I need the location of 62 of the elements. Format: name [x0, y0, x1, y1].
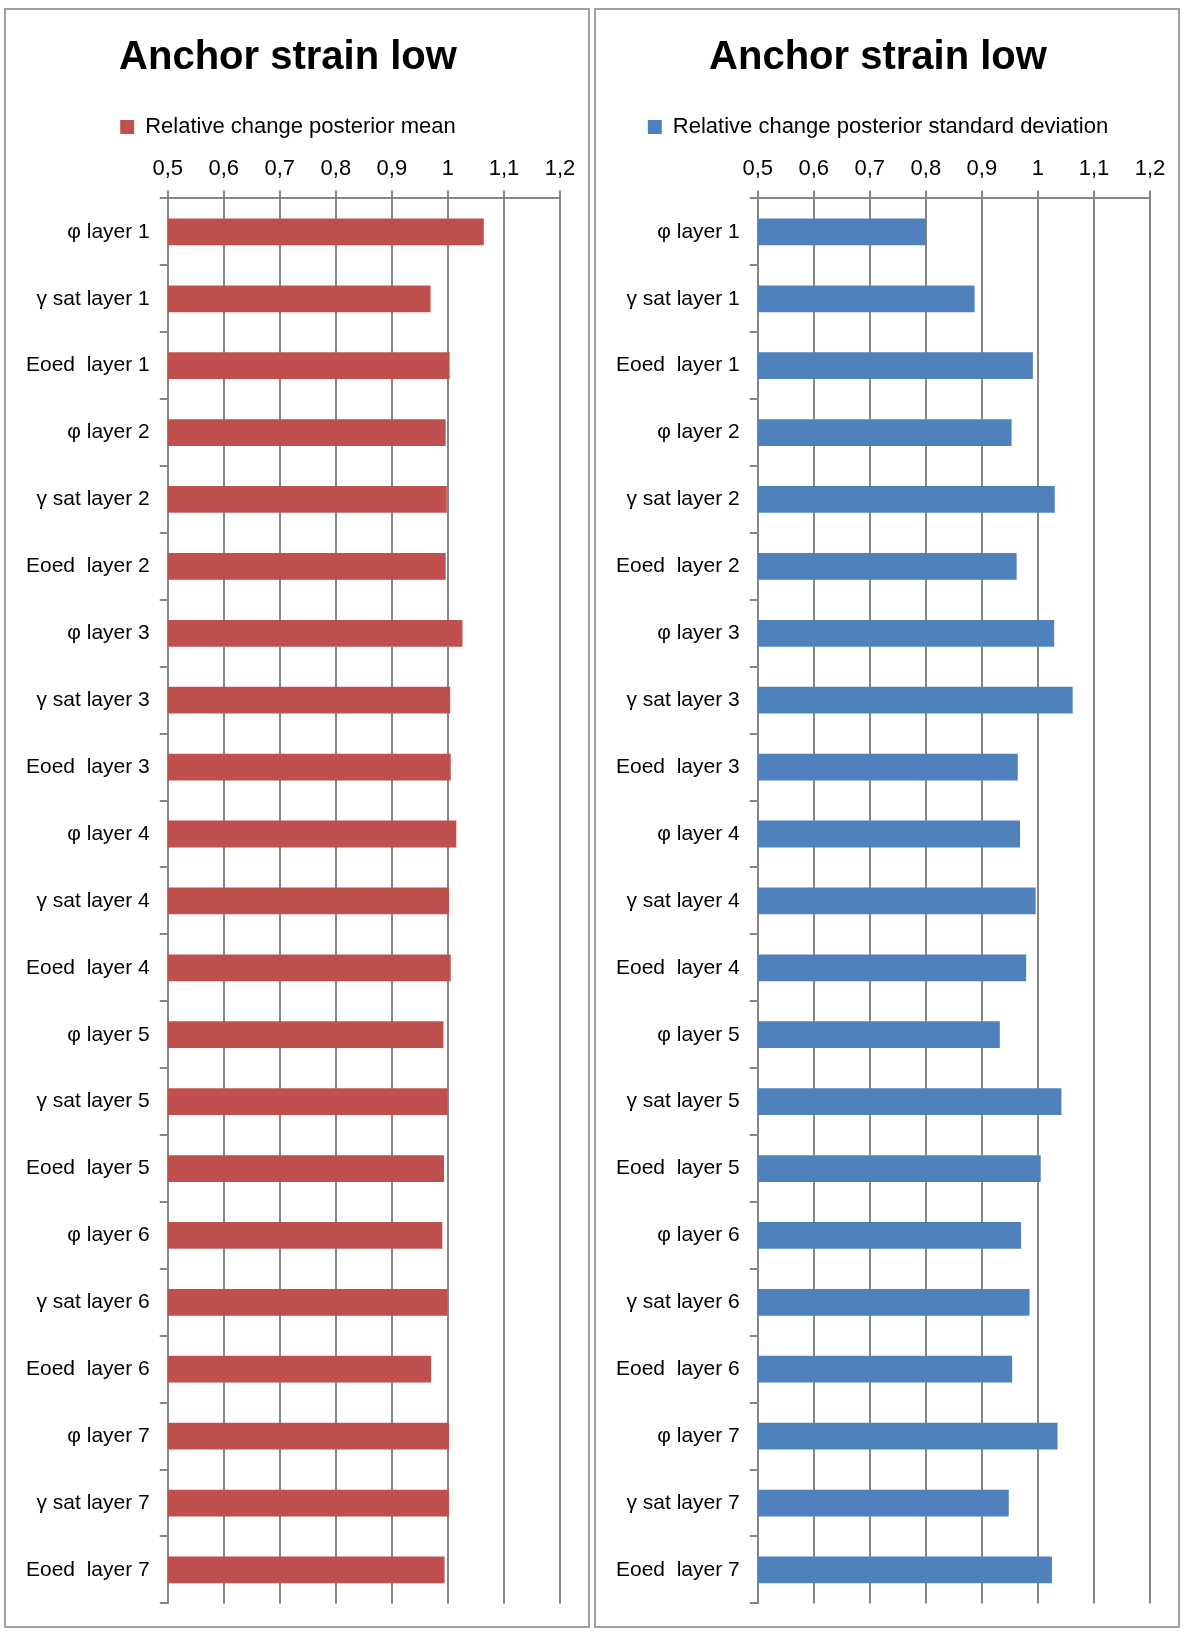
legend-label: Relative change posterior mean [145, 113, 456, 139]
y-tick-label: φ layer 1 [67, 218, 150, 242]
y-tick-label: γ sat layer 4 [626, 887, 741, 911]
chart-title: Anchor strain low [119, 33, 458, 78]
y-tick-label: φ layer 2 [67, 419, 150, 443]
legend-label: Relative change posterior standard deviation [672, 113, 1109, 139]
x-tick-label: 0,8 [320, 155, 352, 181]
y-tick-label: φ layer 3 [657, 620, 740, 644]
y-tick-label: Eoed layer 3 [25, 753, 150, 777]
y-tick-label: γ sat layer 2 [626, 486, 740, 510]
y-tick-label: Eoed layer 5 [615, 1155, 740, 1179]
y-tick-label: Eoed layer 3 [615, 753, 740, 777]
y-tick-label: Eoed layer 7 [615, 1556, 740, 1580]
y-tick-label: γ sat layer 3 [626, 686, 740, 710]
x-tick-label: 0,6 [798, 155, 830, 181]
y-tick-label: γ sat layer 6 [36, 1289, 150, 1313]
y-tick-label: φ layer 2 [657, 419, 740, 443]
y-tick-label: γ sat layer 7 [36, 1489, 150, 1513]
y-tick-label: γ sat layer 7 [626, 1489, 740, 1513]
x-tick-label: 0,9 [376, 155, 408, 181]
x-tick-label: 0,5 [152, 155, 184, 181]
x-tick-label: 0,5 [742, 155, 774, 181]
x-tick-label: 0,7 [264, 155, 296, 181]
y-tick-label: φ layer 6 [657, 1222, 740, 1246]
y-tick-label: γ sat layer 3 [36, 686, 150, 710]
x-tick-label: 0,7 [854, 155, 886, 181]
x-tick-label: 1,1 [488, 155, 520, 181]
y-tick-label: φ layer 7 [657, 1422, 740, 1446]
y-tick-label: Eoed layer 7 [25, 1556, 150, 1580]
y-tick-label: Eoed layer 4 [25, 954, 151, 978]
y-tick-label: γ sat layer 1 [626, 285, 740, 309]
y-tick-label: φ layer 5 [657, 1021, 740, 1045]
y-tick-label: φ layer 3 [67, 620, 150, 644]
x-tick-label: 1,2 [1134, 155, 1166, 181]
y-tick-label: Eoed layer 2 [615, 553, 740, 577]
x-tick-label: 0,8 [910, 155, 942, 181]
y-tick-label: γ sat layer 5 [626, 1088, 740, 1112]
y-tick-label: φ layer 4 [67, 820, 151, 844]
y-tick-label: φ layer 6 [67, 1222, 150, 1246]
x-tick-label: 0,9 [966, 155, 998, 181]
y-tick-label: φ layer 7 [67, 1422, 150, 1446]
y-tick-label: φ layer 1 [657, 218, 740, 242]
y-tick-label: Eoed layer 6 [615, 1356, 740, 1380]
x-tick-label: 0,6 [208, 155, 240, 181]
y-tick-label: φ layer 4 [657, 820, 741, 844]
x-tick-label: 1,1 [1078, 155, 1110, 181]
y-tick-label: Eoed layer 2 [25, 553, 150, 577]
y-tick-label: Eoed layer 6 [25, 1356, 150, 1380]
y-tick-label: φ layer 5 [67, 1021, 150, 1045]
y-tick-label: γ sat layer 5 [36, 1088, 150, 1112]
chart-title: Anchor strain low [709, 33, 1048, 78]
x-tick-label: 1 [1031, 155, 1045, 181]
y-tick-label: γ sat layer 1 [36, 285, 150, 309]
y-tick-label: Eoed layer 1 [615, 352, 740, 376]
y-tick-label: Eoed layer 5 [25, 1155, 150, 1179]
y-tick-label: γ sat layer 4 [36, 887, 151, 911]
y-tick-label: Eoed layer 1 [25, 352, 150, 376]
y-tick-label: γ sat layer 2 [36, 486, 150, 510]
x-tick-label: 1 [441, 155, 455, 181]
y-tick-label: Eoed layer 4 [615, 954, 741, 978]
y-tick-label: γ sat layer 6 [626, 1289, 740, 1313]
x-tick-label: 1,2 [544, 155, 576, 181]
